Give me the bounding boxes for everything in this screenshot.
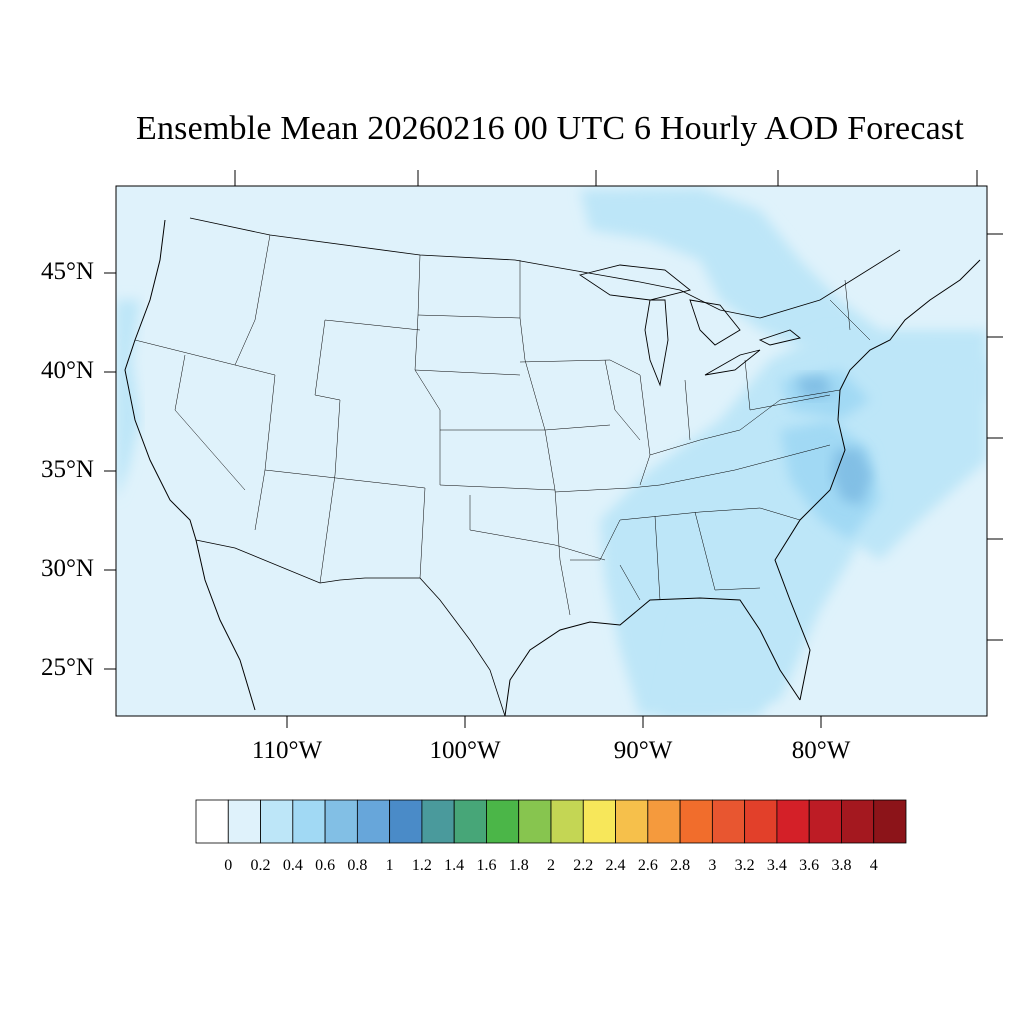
colorbar-swatch	[453, 799, 487, 844]
colorbar-swatch	[292, 799, 326, 844]
colorbar-level-label: 0.6	[315, 857, 336, 874]
colorbar-swatch	[615, 799, 649, 844]
colorbar-swatch	[356, 799, 391, 844]
colorbar-swatch	[195, 799, 229, 844]
colorbar-level-label: 1	[385, 857, 394, 874]
colorbar-level-label: 1.8	[508, 857, 529, 874]
colorbar-swatch	[841, 799, 875, 844]
lake-ontario	[758, 329, 802, 346]
colorbar-level-label: 1.4	[444, 857, 465, 874]
colorbar-level-label: 0.4	[282, 857, 303, 874]
aod-maximum-core	[832, 448, 872, 505]
colorbar	[195, 799, 907, 844]
colorbar-swatch	[389, 799, 423, 844]
lat-label-45: 45°N	[40, 258, 94, 285]
colorbar-swatch	[550, 799, 584, 844]
colorbar-level-label: 0.8	[347, 857, 368, 874]
aod-pacific-fringe	[116, 300, 140, 500]
aod-field	[116, 188, 987, 716]
colorbar-level-label: 2.8	[670, 857, 691, 874]
lake-michigan	[644, 299, 669, 387]
atlantic-coastline	[774, 259, 981, 701]
colorbar-level-label: 2.4	[605, 857, 626, 874]
colorbar-level-label: 2	[547, 857, 555, 874]
map-title: Ensemble Mean 20260216 00 UTC 6 Hourly A…	[136, 110, 964, 147]
colorbar-swatch	[679, 799, 713, 844]
colorbar-swatch	[324, 799, 358, 844]
colorbar-level-label: 4	[869, 857, 878, 874]
pacific-coastline	[124, 219, 256, 711]
map-frame	[115, 185, 988, 717]
colorbar-swatch	[711, 799, 746, 844]
colorbar-swatch	[776, 799, 810, 844]
aod-atlantic-plume	[840, 340, 987, 560]
colorbar-level-label: 3.8	[831, 857, 852, 874]
colorbar-level-label: 3.6	[799, 857, 820, 874]
colorbar-level-label: 3.2	[734, 857, 755, 874]
lon-label-80: 80°W	[791, 737, 851, 764]
colorbar-swatch	[421, 799, 455, 844]
colorbar-swatch	[647, 799, 681, 844]
colorbar-level-label: 0.2	[250, 857, 271, 874]
colorbar-swatch	[260, 799, 294, 844]
aod-maximum-pa	[795, 375, 832, 398]
lon-label-90: 90°W	[613, 737, 673, 764]
colorbar-swatch	[518, 799, 552, 844]
colorbar-swatch	[486, 799, 520, 844]
lon-label-110: 110°W	[251, 737, 323, 764]
colorbar-level-label: 2.2	[573, 857, 594, 874]
lake-erie	[704, 349, 761, 376]
colorbar-level-label: 0	[224, 857, 233, 874]
colorbar-swatch	[873, 799, 907, 844]
aod-gulf-plume	[660, 600, 790, 716]
colorbar-level-label: 3	[708, 857, 717, 874]
lake-huron	[689, 299, 741, 346]
colorbar-level-label: 1.2	[411, 857, 432, 874]
colorbar-swatch	[744, 799, 778, 844]
lake-superior	[578, 264, 691, 301]
colorbar-swatch	[582, 799, 616, 844]
lat-label-25: 25°N	[40, 654, 94, 681]
colorbar-level-label: 3.4	[766, 857, 787, 874]
lat-label-30: 30°N	[40, 555, 94, 582]
mexico-border	[195, 539, 506, 716]
colorbar-level-label: 2.6	[637, 857, 658, 874]
map-boundaries	[124, 217, 981, 716]
state-lines	[134, 234, 871, 616]
colorbar-level-label: 1.6	[476, 857, 497, 874]
tick-marks	[104, 170, 1003, 728]
lat-label-40: 40°N	[40, 357, 94, 384]
colorbar-swatch	[808, 799, 842, 844]
colorbar-swatch	[227, 799, 261, 844]
lat-label-35: 35°N	[40, 456, 94, 483]
gulf-coastline	[504, 597, 801, 716]
lon-label-100: 100°W	[429, 737, 501, 764]
